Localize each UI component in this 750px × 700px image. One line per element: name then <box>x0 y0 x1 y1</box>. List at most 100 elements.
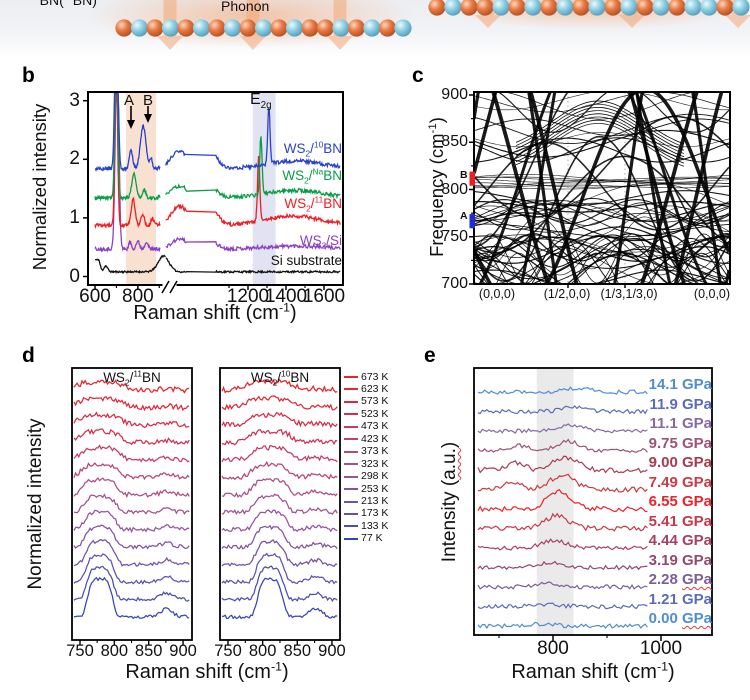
legend-line <box>344 438 358 441</box>
legend-item: 323 K <box>344 458 388 470</box>
boron-atom <box>378 19 397 37</box>
series-label: WS2/10BN <box>283 139 342 159</box>
legend-label: 77 K <box>361 532 383 545</box>
spectrum-curve <box>221 444 338 463</box>
boron-atom <box>604 0 622 16</box>
marker-b-label: B <box>460 169 468 181</box>
legend-label: 173 K <box>361 507 389 520</box>
phonon-band <box>475 132 729 148</box>
panel-b-xlabel: Raman shift (cm-1) <box>133 300 297 324</box>
legend-line <box>344 376 358 378</box>
boron-atom <box>347 19 366 37</box>
spectrum-curve <box>73 493 190 515</box>
legend-line <box>344 413 358 416</box>
banner-graphic <box>87 0 750 50</box>
nitrogen-atom <box>254 19 273 37</box>
phonon-band <box>475 199 729 223</box>
spectrum-curve <box>73 379 190 394</box>
legend-label: 133 K <box>361 519 389 532</box>
y-tick-label: 2 <box>69 148 80 170</box>
spectrum-curve <box>94 93 161 230</box>
spectrum-curve <box>165 155 341 228</box>
boron-atom <box>460 0 478 16</box>
nitrogen-atom <box>524 0 542 16</box>
subpanel-title: WS2/11BN <box>103 368 161 388</box>
boron-atom <box>636 0 654 16</box>
boron-atom <box>208 19 226 37</box>
legend-item: 213 K <box>344 495 389 507</box>
legend-item: 133 K <box>344 519 389 532</box>
legend-item: 573 K <box>344 396 388 407</box>
spectrum-curve <box>221 539 338 568</box>
phonon-band <box>475 232 729 262</box>
spectrum-curve <box>221 552 338 585</box>
phonon-band <box>475 135 729 282</box>
spectrum-curve <box>477 405 648 415</box>
legend-label: 213 K <box>361 495 389 507</box>
down-arrow-icon <box>127 120 135 129</box>
y-tick-label: 900 <box>441 86 468 103</box>
spectrum-curve <box>477 473 648 494</box>
spectrum-curve <box>73 565 190 602</box>
x-tick-label: 850 <box>134 642 163 660</box>
legend-line <box>344 400 358 403</box>
x-tick-label: 1400 <box>264 286 308 307</box>
boron-atom <box>540 0 558 16</box>
phonon-band <box>475 249 729 283</box>
phonon-band <box>475 93 729 111</box>
phonon-band <box>475 180 729 187</box>
legend-label: 373 K <box>361 445 389 458</box>
boron-atom <box>115 19 133 37</box>
panel-d-plot <box>221 378 338 620</box>
axis-break-icon <box>161 280 178 294</box>
kpath-label: (0,0,0) <box>478 287 516 301</box>
spectrum-curve <box>477 560 648 571</box>
boron-atom <box>316 19 335 37</box>
spectrum-curve <box>73 428 190 446</box>
series-label: WS2/NaBN <box>282 166 342 186</box>
x-tick-label: 800 <box>537 638 569 659</box>
panel-d-ylabel: Normalized intensity <box>25 418 46 590</box>
phonon-band <box>507 93 691 120</box>
spectrum-curve <box>73 396 190 412</box>
spectrum-curve <box>165 236 341 252</box>
spectrum-curve <box>73 539 190 567</box>
panel-d-plot <box>73 379 190 620</box>
spectrum-curve <box>73 477 190 499</box>
spectrum-curve <box>477 386 648 395</box>
nitrogen-atom <box>444 0 462 16</box>
spectrum-curve <box>94 93 161 172</box>
y-tick-label: 1 <box>69 206 80 228</box>
legend-label: 473 K <box>361 420 389 433</box>
boron-atom <box>508 0 526 16</box>
x-tick-label: 900 <box>169 642 197 660</box>
banner-phonon-label: Phonon <box>221 0 270 14</box>
phonon-band <box>475 141 729 231</box>
phonon-band <box>475 212 729 233</box>
panel-d-xlabel: Raman shift (cm-1) <box>125 659 289 683</box>
x-tick-label: 850 <box>283 642 312 660</box>
pressure-label: 3.19 GPa <box>648 551 712 569</box>
spectrum-curve <box>94 93 161 253</box>
phonon-band <box>475 93 729 113</box>
y-tick-label: 750 <box>441 227 468 245</box>
legend-item: 673 K <box>344 371 388 383</box>
legend-label: 623 K <box>361 382 389 395</box>
nitrogen-atom <box>492 0 510 16</box>
spectrum-curve <box>477 538 648 551</box>
legend-line <box>344 488 358 491</box>
legend-label: 523 K <box>361 407 389 420</box>
kpath-label: (1/2,0,0) <box>543 287 591 301</box>
nitrogen-atom <box>394 19 412 37</box>
kpath-label: (0,0,0) <box>693 287 731 301</box>
phonon-band <box>475 176 729 181</box>
boron-atom <box>301 19 319 37</box>
pressure-label: 2.28 GPa <box>648 571 712 588</box>
x-tick-label: 800 <box>100 642 129 660</box>
legend-label: 573 K <box>361 395 389 408</box>
spectrum-curve <box>477 512 648 532</box>
phonon-band <box>475 93 729 283</box>
x-tick-label: 800 <box>248 642 277 660</box>
